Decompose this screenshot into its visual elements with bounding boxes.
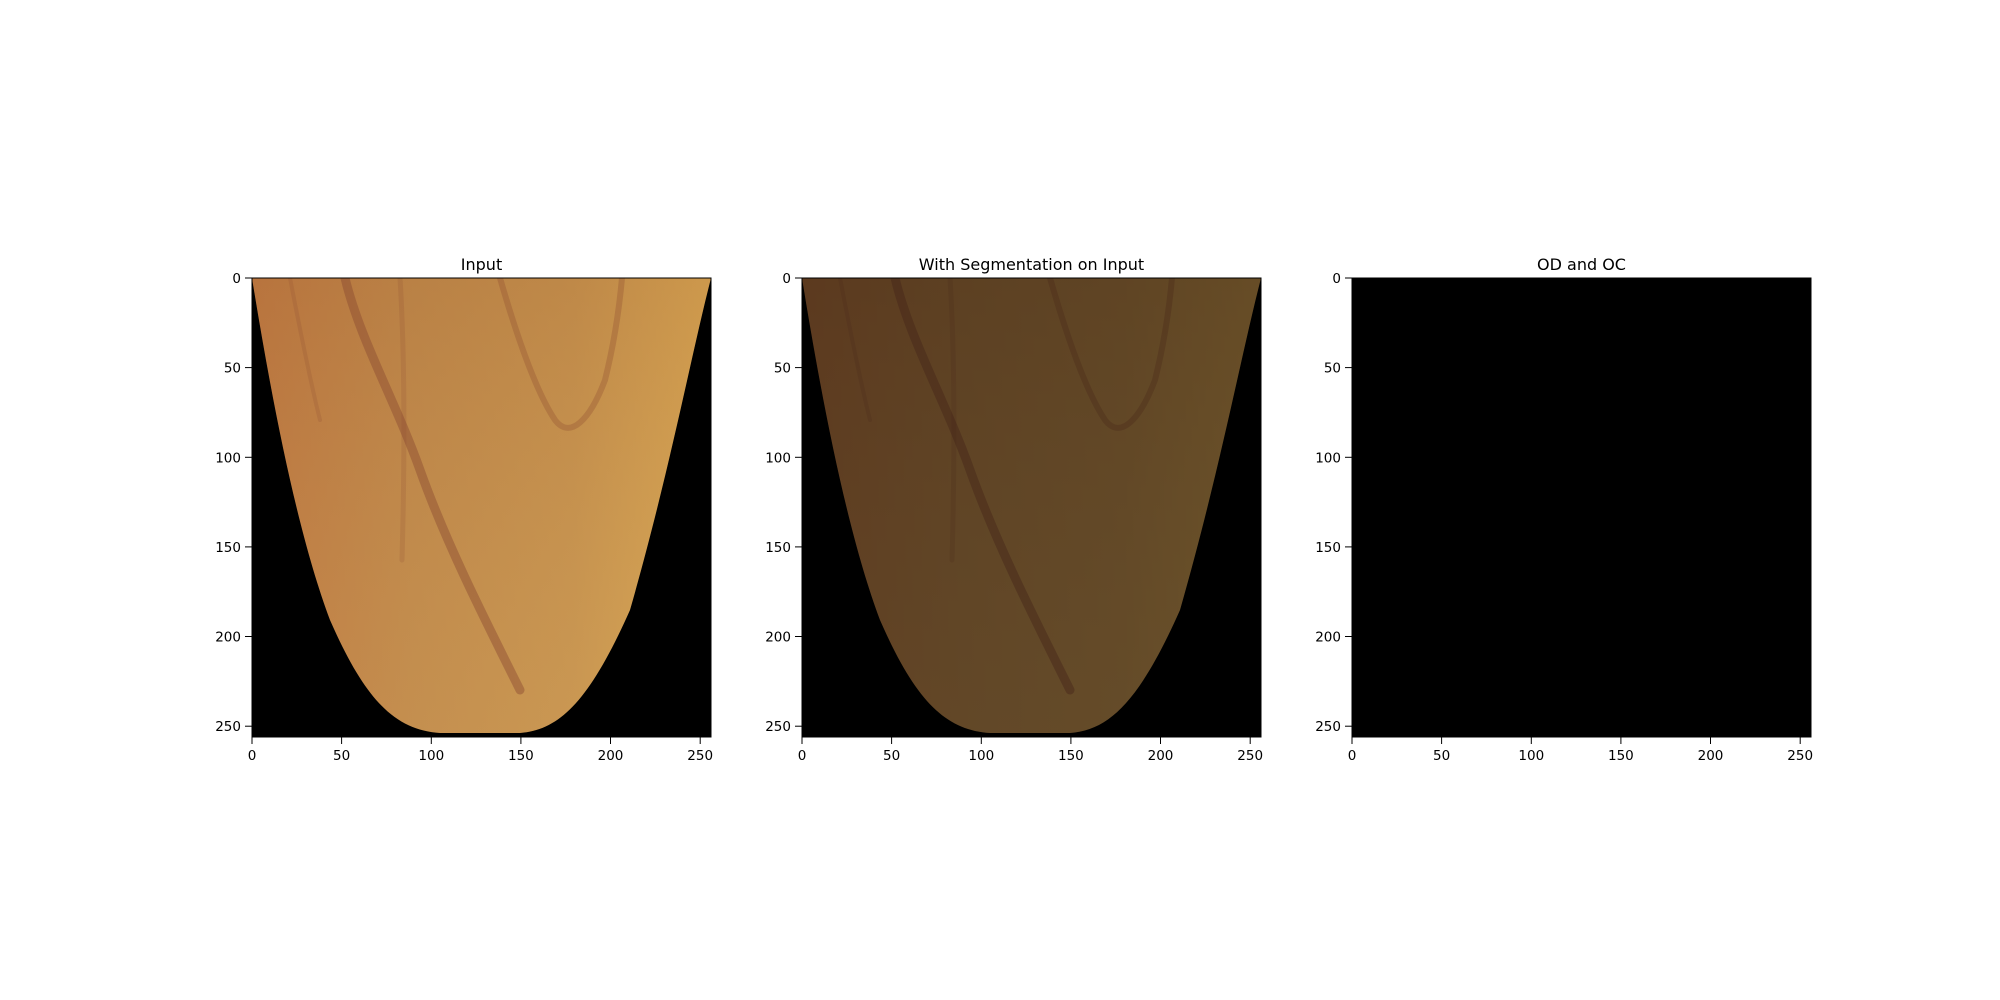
panel-title: With Segmentation on Input [919,255,1144,274]
x-tick-label: 250 [1787,748,1813,764]
y-tick-label: 150 [765,540,791,556]
x-tick-label: 100 [1518,748,1544,764]
x-tick-label: 200 [1698,748,1724,764]
panel-od-oc-mask: OD and OC 0 50 100 150 200 250 0 50 100 … [1315,255,1813,764]
x-tick-label: 50 [333,748,350,764]
panel-title: Input [461,255,502,274]
x-tick-label: 100 [968,748,994,764]
x-tick-label: 150 [1058,748,1084,764]
y-tick-label: 200 [1315,630,1341,646]
y-tick-label: 150 [1315,540,1341,556]
y-tick-label: 150 [215,540,241,556]
y-tick-label: 0 [1332,271,1341,287]
fundus-image [252,278,711,737]
y-tick-label: 50 [774,361,791,377]
x-tick-label: 250 [1237,748,1263,764]
y-tick-label: 200 [215,630,241,646]
panel-title: OD and OC [1537,255,1626,274]
y-tick-label: 250 [765,719,791,735]
x-tick-label: 0 [1348,748,1357,764]
y-tick-label: 100 [1315,450,1341,466]
mask-image [1351,277,1812,738]
x-tick-label: 250 [687,748,713,764]
x-tick-label: 0 [798,748,807,764]
segmentation-dark-overlay [802,278,1261,737]
y-tick-label: 0 [232,271,241,287]
vessel-lines [288,278,625,695]
y-tick-label: 250 [215,719,241,735]
y-tick-label: 100 [765,450,791,466]
y-tick-label: 250 [1315,719,1341,735]
fundus-image-overlay [802,278,1261,737]
y-tick-label: 200 [765,630,791,646]
x-tick-label: 50 [883,748,900,764]
panel-input: Input 0 50 100 150 200 250 0 50 100 150 … [215,255,713,764]
x-tick-label: 150 [508,748,534,764]
x-tick-label: 200 [1148,748,1174,764]
y-tick-label: 0 [782,271,791,287]
y-tick-label: 50 [1324,361,1341,377]
x-tick-label: 150 [1608,748,1634,764]
x-tick-label: 100 [418,748,444,764]
x-tick-label: 50 [1433,748,1450,764]
y-tick-label: 50 [224,361,241,377]
x-tick-label: 0 [248,748,257,764]
panel-segmentation-overlay: With Segmentation on Input 0 50 100 150 … [765,255,1263,764]
y-tick-label: 100 [215,450,241,466]
x-tick-label: 200 [598,748,624,764]
